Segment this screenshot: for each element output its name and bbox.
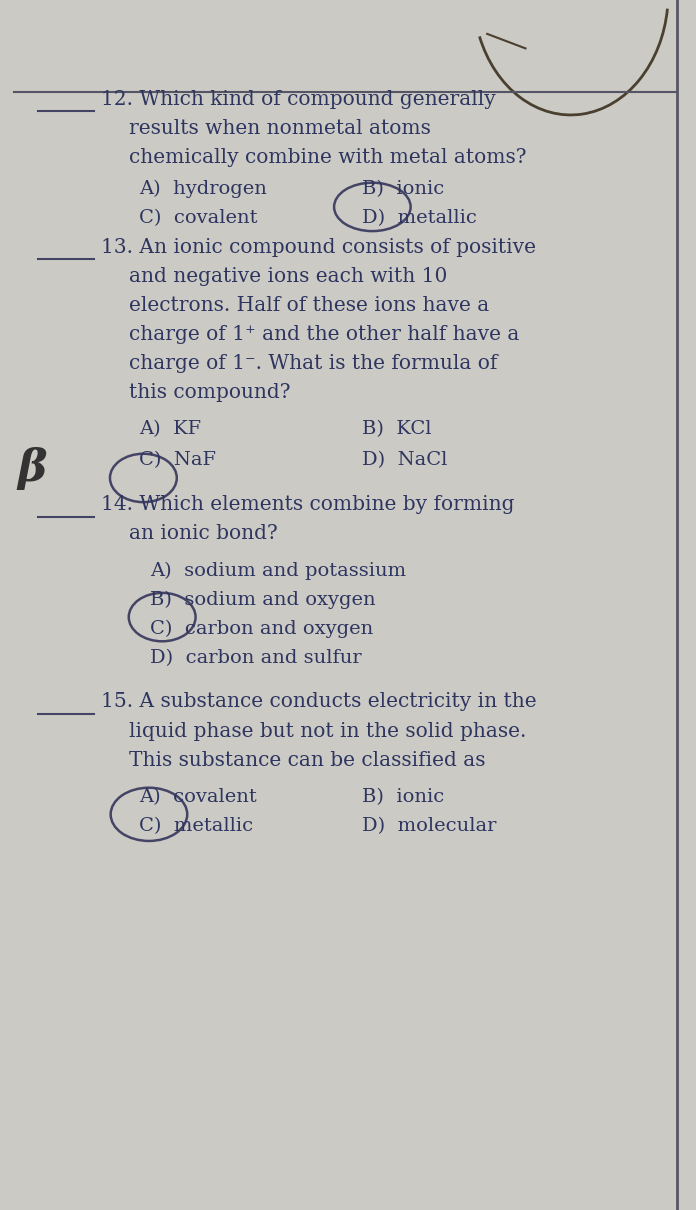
Text: C)  metallic: C) metallic [139,817,253,835]
Text: This substance can be classified as: This substance can be classified as [129,750,485,770]
Text: 14. Which elements combine by forming: 14. Which elements combine by forming [101,495,514,514]
Text: chemically combine with metal atoms?: chemically combine with metal atoms? [129,148,526,167]
Text: B)  ionic: B) ionic [362,788,444,806]
Text: β: β [17,446,47,490]
Text: A)  hydrogen: A) hydrogen [139,180,267,198]
Text: A)  covalent: A) covalent [139,788,257,806]
Text: B)  ionic: B) ionic [362,180,444,198]
Text: this compound?: this compound? [129,382,290,402]
Text: A)  sodium and potassium: A) sodium and potassium [150,561,406,580]
Text: results when nonmetal atoms: results when nonmetal atoms [129,119,431,138]
Text: charge of 1⁺ and the other half have a: charge of 1⁺ and the other half have a [129,324,519,344]
Text: 13. An ionic compound consists of positive: 13. An ionic compound consists of positi… [101,237,536,257]
Text: C)  carbon and oxygen: C) carbon and oxygen [150,620,373,638]
Text: A)  KF: A) KF [139,420,201,438]
Text: D)  molecular: D) molecular [362,817,496,835]
Text: 15. A substance conducts electricity in the: 15. A substance conducts electricity in … [101,692,537,711]
Text: D)  carbon and sulfur: D) carbon and sulfur [150,649,361,667]
Text: electrons. Half of these ions have a: electrons. Half of these ions have a [129,295,489,315]
Text: B)  KCl: B) KCl [362,420,432,438]
Text: and negative ions each with 10: and negative ions each with 10 [129,266,447,286]
Text: C)  covalent: C) covalent [139,209,258,227]
Text: D)  metallic: D) metallic [362,209,477,227]
Text: an ionic bond?: an ionic bond? [129,524,278,543]
Text: liquid phase but not in the solid phase.: liquid phase but not in the solid phase. [129,721,526,741]
Text: 12. Which kind of compound generally: 12. Which kind of compound generally [101,90,496,109]
Text: charge of 1⁻. What is the formula of: charge of 1⁻. What is the formula of [129,353,497,373]
Text: D)  NaCl: D) NaCl [362,451,448,469]
Text: C)  NaF: C) NaF [139,451,216,469]
Text: B)  sodium and oxygen: B) sodium and oxygen [150,590,375,609]
